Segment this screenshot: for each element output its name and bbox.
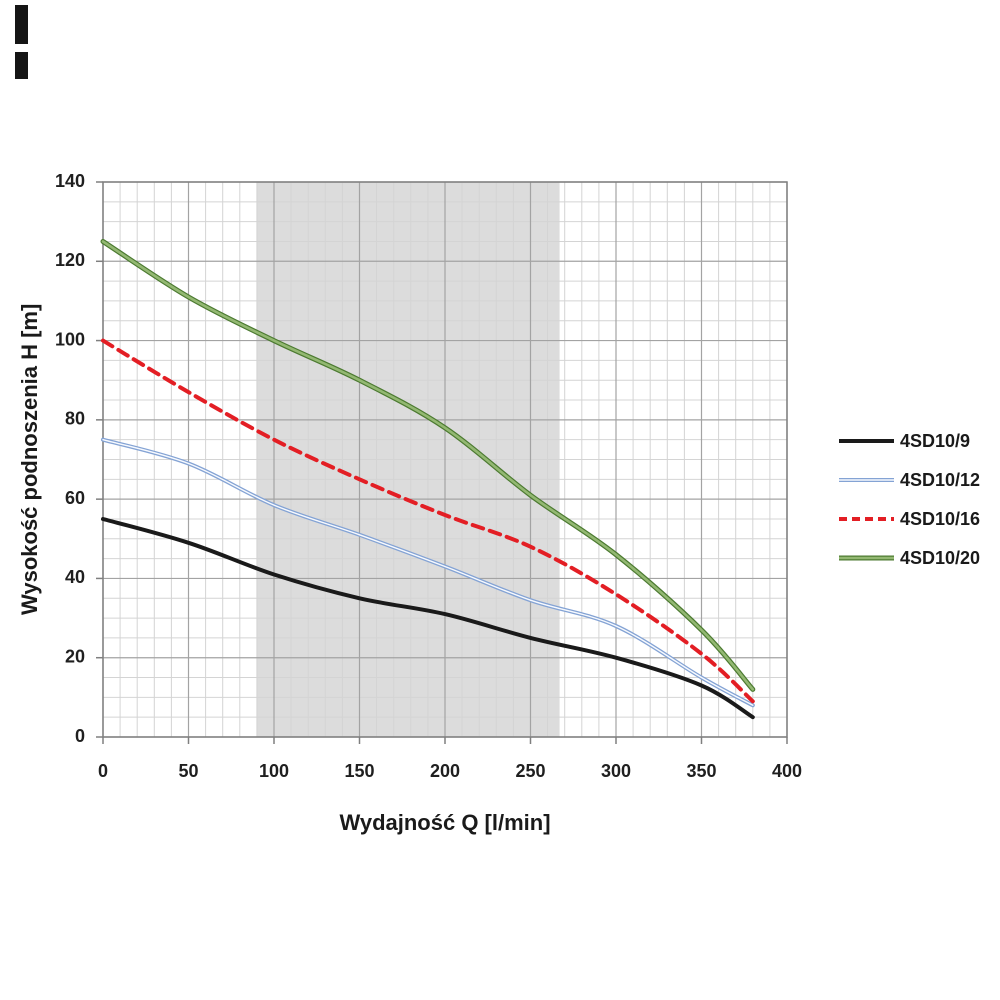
x-tick-label: 100 xyxy=(259,761,289,781)
curve-4sd10-9 xyxy=(101,517,755,720)
legend-label: 4SD10/20 xyxy=(900,547,981,568)
x-tick-label: 250 xyxy=(515,761,545,781)
legend-label: 4SD10/9 xyxy=(900,430,971,451)
legend-line-sample-icon xyxy=(839,517,894,521)
legend-line-sample-icon xyxy=(839,439,894,443)
y-tick-label: 20 xyxy=(65,646,85,666)
x-tick-label: 50 xyxy=(178,761,198,781)
curve-4sd10-16 xyxy=(101,338,755,704)
y-tick-label: 0 xyxy=(75,726,85,746)
legend-item-4sd10-16: 4SD10/16 xyxy=(838,507,980,531)
y-tick-label: 140 xyxy=(55,171,85,191)
x-tick-label: 300 xyxy=(601,761,631,781)
y-tick-label: 40 xyxy=(65,567,85,587)
y-tick-labels: 0 20 40 60 80 100 120 140 xyxy=(55,171,85,746)
scan-artifact xyxy=(15,52,28,79)
chart-legend: 4SD10/9 4SD10/12 4SD10/16 4SD10/20 xyxy=(838,429,980,570)
x-tick-label: 400 xyxy=(772,761,802,781)
legend-line-sample-icon xyxy=(839,555,894,561)
scan-artifact xyxy=(15,5,28,44)
curve-4sd10-20 xyxy=(100,239,756,692)
x-tick-label: 200 xyxy=(430,761,460,781)
axis-ticks xyxy=(96,181,788,744)
x-tick-label: 150 xyxy=(344,761,374,781)
legend-line-sample-icon xyxy=(839,478,894,482)
legend-item-4sd10-12: 4SD10/12 xyxy=(838,468,980,492)
legend-label: 4SD10/16 xyxy=(900,508,981,529)
curve-4sd10-12 xyxy=(101,437,755,708)
y-tick-label: 100 xyxy=(55,329,85,349)
y-tick-label: 120 xyxy=(55,250,85,270)
legend-item-4sd10-20: 4SD10/20 xyxy=(838,546,980,570)
legend-item-4sd10-9: 4SD10/9 xyxy=(838,429,980,453)
x-tick-labels: 0 50 100 150 200 250 300 350 400 xyxy=(98,761,802,781)
x-tick-label: 350 xyxy=(686,761,716,781)
y-tick-label: 60 xyxy=(65,488,85,508)
x-axis-title: Wydajność Q [l/min] xyxy=(339,810,551,835)
y-tick-label: 80 xyxy=(65,409,85,429)
y-axis-title: Wysokość podnoszenia H [m] xyxy=(17,303,42,616)
x-tick-label: 0 xyxy=(98,761,108,781)
legend-label: 4SD10/12 xyxy=(900,469,981,490)
